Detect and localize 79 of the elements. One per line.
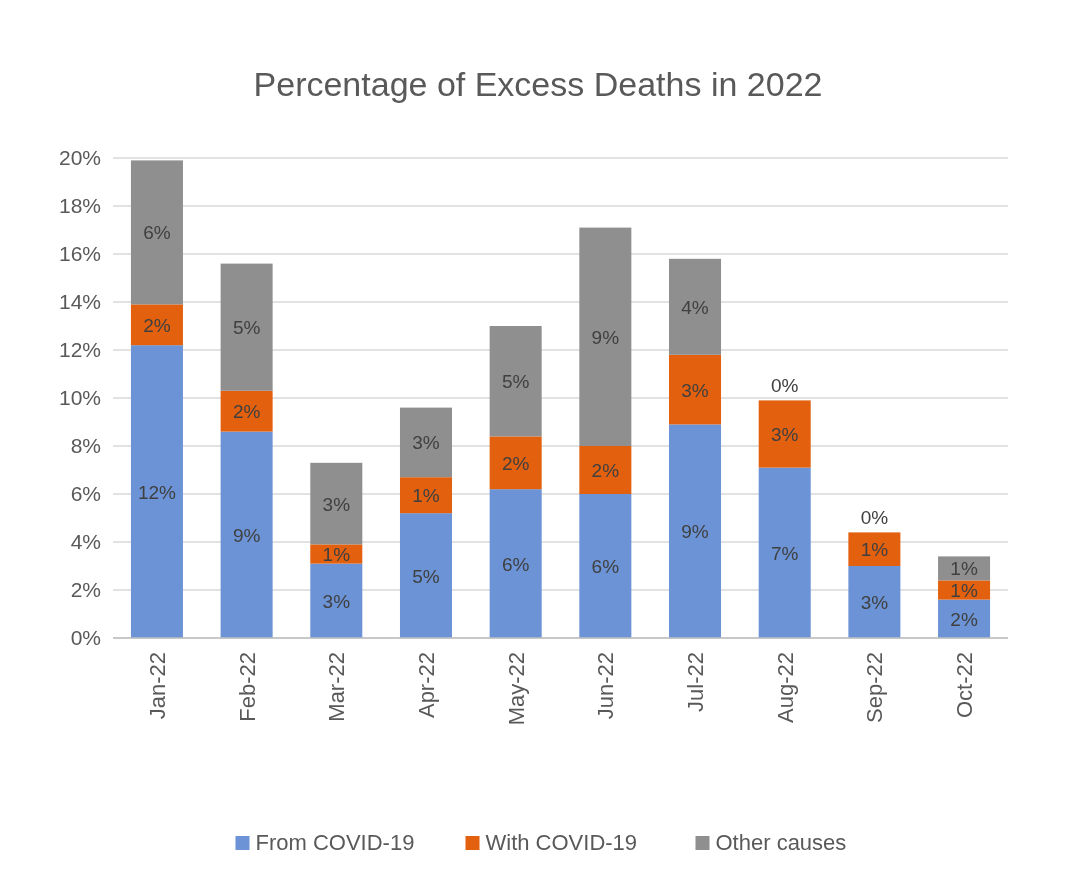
bar xyxy=(489,489,542,638)
bar xyxy=(758,400,811,468)
data-label: 3% xyxy=(322,493,351,515)
bar xyxy=(130,160,183,305)
data-label: 3% xyxy=(770,424,799,445)
x-tick-label: Mar-22 xyxy=(324,652,350,722)
bar xyxy=(489,326,542,437)
data-label: 2% xyxy=(950,608,978,630)
x-tick-label: Jul-22 xyxy=(683,652,709,712)
data-label: 9% xyxy=(591,326,620,348)
x-tick-label: Jan-22 xyxy=(144,652,170,720)
bar xyxy=(669,258,722,355)
y-tick-label: 20% xyxy=(58,146,101,169)
bar xyxy=(579,227,632,446)
data-label: 2% xyxy=(143,314,171,336)
x-tick-label: Oct-22 xyxy=(952,652,978,719)
x-tick-label: Sep-22 xyxy=(862,652,888,723)
data-label: 5% xyxy=(501,371,530,393)
bar xyxy=(758,467,811,638)
data-label: 3% xyxy=(681,379,709,401)
legend-label: Other causes xyxy=(715,830,847,855)
data-label: 0% xyxy=(770,375,799,397)
data-label: 6% xyxy=(143,222,171,244)
bar xyxy=(579,446,632,494)
data-label: 1% xyxy=(322,544,351,565)
chart-title: Percentage of Excess Deaths in 2022 xyxy=(253,65,823,103)
bar xyxy=(489,436,542,490)
data-label: 6% xyxy=(591,556,620,577)
y-tick-label: 10% xyxy=(58,386,101,409)
data-label: 3% xyxy=(322,590,351,612)
data-label: 1% xyxy=(950,558,978,580)
y-tick-label: 6% xyxy=(70,482,101,505)
x-tick-label: Jun-22 xyxy=(593,652,619,720)
legend-label: From COVID-19 xyxy=(255,830,415,855)
data-label: 2% xyxy=(591,460,620,481)
bar xyxy=(310,563,363,638)
y-tick-label: 0% xyxy=(70,626,101,649)
data-label: 2% xyxy=(501,452,530,474)
data-label: 5% xyxy=(232,317,261,339)
data-label: 9% xyxy=(232,524,261,546)
data-label: 5% xyxy=(412,565,440,587)
bar xyxy=(399,407,452,478)
data-label: 7% xyxy=(770,542,799,564)
bar xyxy=(579,494,632,638)
y-tick-label: 2% xyxy=(70,578,101,601)
data-label: 2% xyxy=(232,401,261,423)
y-tick-label: 18% xyxy=(58,194,101,217)
y-tick-label: 4% xyxy=(70,530,101,553)
x-tick-label: Aug-22 xyxy=(772,652,798,723)
data-label: 6% xyxy=(501,553,530,575)
data-label: 3% xyxy=(860,592,889,613)
y-tick-label: 14% xyxy=(58,290,101,313)
y-tick-label: 12% xyxy=(58,338,101,361)
x-tick-label: Feb-22 xyxy=(234,652,260,722)
data-label: 4% xyxy=(681,296,709,318)
y-tick-label: 16% xyxy=(58,242,101,265)
bar xyxy=(220,263,273,391)
bar xyxy=(669,354,722,425)
bar xyxy=(848,566,901,638)
data-label: 0% xyxy=(860,507,889,529)
bar xyxy=(848,532,901,566)
legend-label: With COVID-19 xyxy=(485,830,638,855)
bar xyxy=(220,390,273,432)
data-label: 3% xyxy=(412,432,440,454)
data-label: 1% xyxy=(950,580,978,601)
x-tick-label: May-22 xyxy=(503,652,529,726)
data-label: 1% xyxy=(412,485,440,507)
bar xyxy=(220,431,273,638)
bar xyxy=(310,462,363,545)
y-tick-label: 8% xyxy=(70,434,101,457)
data-label: 9% xyxy=(681,521,709,543)
bar xyxy=(399,477,452,514)
bar xyxy=(130,304,183,346)
data-label: 1% xyxy=(860,539,889,561)
x-tick-label: Apr-22 xyxy=(413,652,439,719)
bar xyxy=(130,345,183,638)
bar xyxy=(669,424,722,638)
bar xyxy=(399,513,452,638)
data-label: 12% xyxy=(137,481,177,503)
